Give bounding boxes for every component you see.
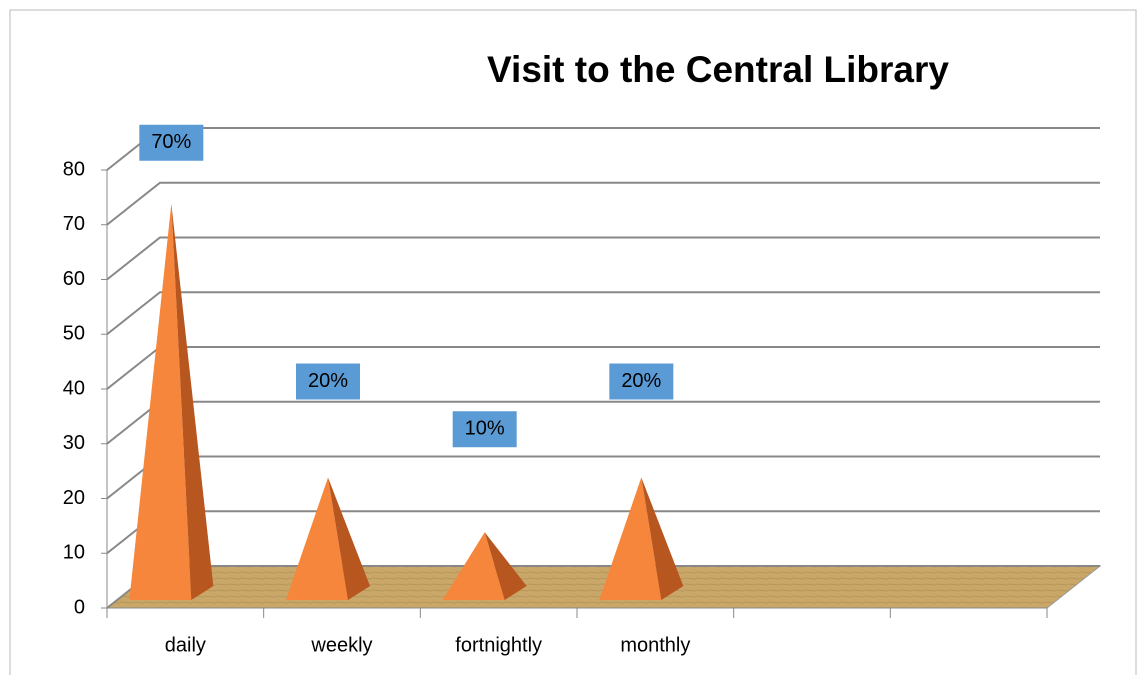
chart-title: Visit to the Central Library: [487, 49, 949, 90]
y-tick-label: 80: [63, 158, 85, 180]
pyramid-side: [641, 477, 684, 600]
data-label-box: [609, 363, 674, 400]
data-label-box: [452, 411, 517, 448]
y-tick-label: 60: [63, 268, 85, 290]
y-tick-label: 20: [63, 487, 85, 509]
grid-line: [106, 400, 1100, 445]
grid-line: [106, 291, 1100, 336]
x-tick-label: daily: [165, 634, 206, 656]
grid-line: [106, 455, 1100, 500]
x-tick-label: monthly: [620, 634, 690, 656]
y-tick-label: 10: [63, 542, 85, 564]
pyramid-front: [442, 532, 505, 600]
pyramid-front: [599, 477, 662, 600]
pyramid-front: [286, 477, 348, 600]
pyramid-side: [484, 532, 527, 600]
pyramid-front: [129, 203, 192, 600]
data-label: 20%: [308, 370, 348, 392]
data-label: 20%: [621, 370, 661, 392]
y-tick-label: 50: [63, 323, 85, 345]
grid-line: [106, 181, 1100, 226]
x-tick-label: weekly: [310, 634, 372, 656]
data-label: 70%: [151, 131, 191, 153]
y-tick-label: 30: [63, 432, 85, 454]
data-label-box: [296, 363, 360, 400]
grid-line: [106, 236, 1100, 281]
floor: [105, 565, 1102, 609]
data-label-box: [139, 124, 204, 161]
grid-line: [106, 346, 1100, 390]
y-tick-label: 70: [63, 213, 85, 235]
grid-line: [106, 127, 1100, 171]
chart-border: [9, 9, 1137, 680]
pyramid-side: [328, 477, 370, 600]
y-tick-label: 0: [74, 596, 85, 618]
pyramid-side: [171, 203, 214, 600]
y-tick-label: 40: [63, 377, 85, 399]
data-label: 10%: [465, 418, 505, 440]
x-tick-label: fortnightly: [455, 634, 542, 656]
grid-line: [106, 510, 1100, 555]
